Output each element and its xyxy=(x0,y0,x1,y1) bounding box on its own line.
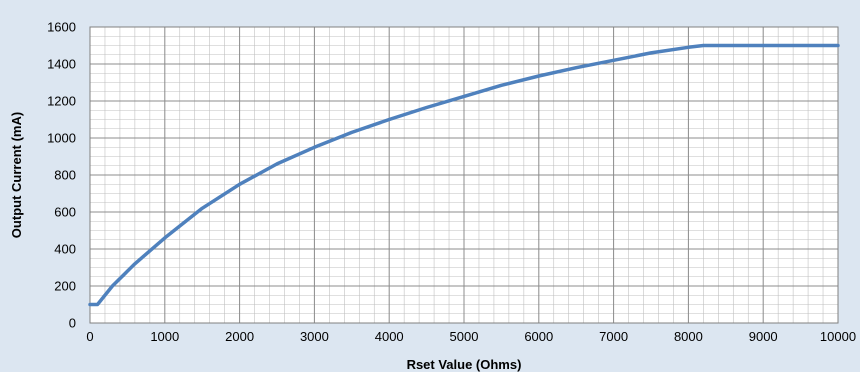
x-tick-label: 9000 xyxy=(749,329,778,344)
y-tick-label: 1200 xyxy=(47,94,76,109)
x-tick-label: 4000 xyxy=(375,329,404,344)
y-axis-title: Output Current (mA) xyxy=(9,112,24,238)
x-tick-label: 2000 xyxy=(225,329,254,344)
x-tick-label: 8000 xyxy=(674,329,703,344)
x-tick-label: 3000 xyxy=(300,329,329,344)
plot-border xyxy=(89,26,839,324)
x-tick-label: 10000 xyxy=(820,329,856,344)
y-tick-label: 600 xyxy=(54,205,76,220)
y-tick-label: 200 xyxy=(54,279,76,294)
y-tick-label: 1000 xyxy=(47,131,76,146)
x-tick-label: 7000 xyxy=(599,329,628,344)
x-tick-label: 6000 xyxy=(524,329,553,344)
y-tick-label: 400 xyxy=(54,242,76,257)
y-tick-label: 0 xyxy=(69,316,76,331)
x-axis-title: Rset Value (Ohms) xyxy=(407,357,522,372)
x-tick-label: 0 xyxy=(86,329,93,344)
series-line-0 xyxy=(88,43,840,307)
y-tick-label: 1600 xyxy=(47,20,76,35)
x-tick-labels: 0 1000 2000 3000 4000 5000 6000 7000 8000 9000 100… xyxy=(86,329,856,344)
y-tick-labels: 0 200 400 600 800 1000 1200 1400 1600 xyxy=(47,20,76,331)
series-layer xyxy=(88,43,840,307)
y-tick-label: 1400 xyxy=(47,57,76,72)
x-tick-label: 5000 xyxy=(450,329,479,344)
grid xyxy=(89,26,839,324)
x-tick-label: 1000 xyxy=(150,329,179,344)
y-tick-label: 800 xyxy=(54,168,76,183)
